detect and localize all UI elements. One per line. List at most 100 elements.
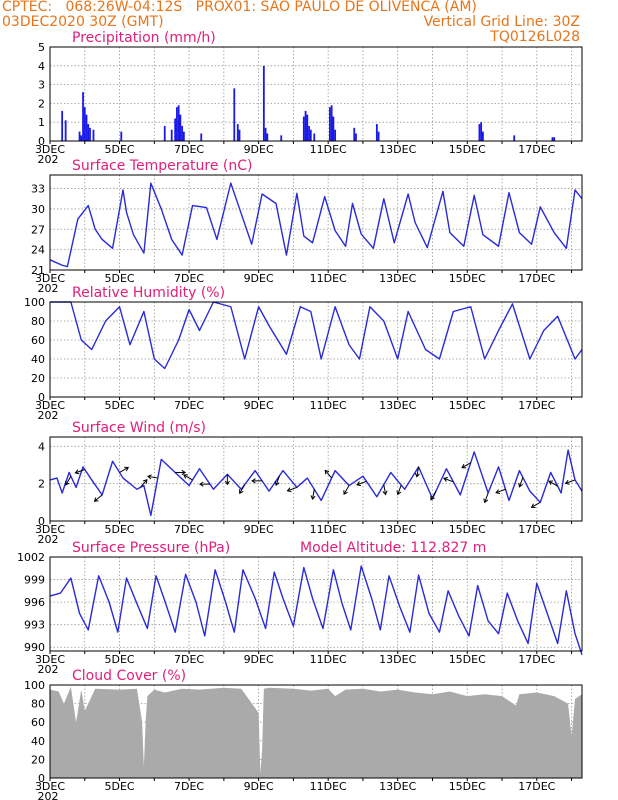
precip-bar <box>480 122 483 141</box>
wind-arrow <box>119 467 129 473</box>
wind-arrow-head <box>396 490 402 496</box>
y-tick-label: 27 <box>31 223 45 236</box>
x-tick-label: 3DEC <box>35 399 65 412</box>
wind-arrow-head <box>530 503 536 509</box>
panel-frame <box>49 301 583 398</box>
panel-4 <box>49 436 583 524</box>
x-tick-label: 7DEC <box>174 653 204 666</box>
wind-arrow <box>140 479 148 488</box>
y-tick-label: 0 <box>38 515 45 528</box>
x-tick-label: 13DEC <box>379 523 416 536</box>
wind-arrow <box>147 475 158 479</box>
wind-arrow-head <box>548 480 554 485</box>
x-tick-label: 3DEC <box>35 780 65 793</box>
wind-arrow-head <box>274 481 280 487</box>
precip-bar <box>87 124 90 141</box>
series-line <box>49 565 583 655</box>
y-tick-label: 60 <box>31 334 45 347</box>
precip-bar <box>200 133 203 141</box>
y-tick-label: 20 <box>31 753 45 766</box>
panel-frame <box>49 684 583 779</box>
x-tick-label: 7DEC <box>174 523 204 536</box>
y-tick-label: 0 <box>38 391 45 404</box>
panel-frame <box>49 46 583 142</box>
x-tick-label: 17DEC <box>518 272 555 285</box>
wind-arrow-head <box>147 474 152 480</box>
panel-1 <box>49 46 583 144</box>
wind-arrow-head <box>483 498 489 504</box>
wind-arrow <box>548 480 558 487</box>
year-stub: 202 <box>38 282 59 295</box>
precip-bar <box>176 107 178 141</box>
header-line-2-left: 03DEC2020 30Z (GMT) <box>2 14 164 30</box>
y-tick-label: 24 <box>31 244 45 257</box>
y-tick-label: 40 <box>31 353 45 366</box>
precip-bar <box>308 125 310 141</box>
y-tick-label: 100 <box>24 296 45 309</box>
wind-arrow-head <box>443 477 448 482</box>
precip-bar <box>85 114 88 141</box>
precip-bar <box>92 129 95 141</box>
precip-bar <box>64 120 67 141</box>
y-tick-label: 4 <box>38 440 45 453</box>
wind-arrow <box>75 469 85 474</box>
wind-arrow-head <box>124 466 130 472</box>
precip-bar <box>179 114 182 141</box>
precip-bar <box>332 116 335 141</box>
y-tick-label: 20 <box>31 372 45 385</box>
wind-arrow-head <box>183 474 188 479</box>
wind-arrow-head <box>199 481 204 487</box>
precip-bar <box>233 88 236 141</box>
wind-arrow <box>65 475 72 486</box>
wind-arrow <box>443 477 454 483</box>
panel-title: Precipitation (mm/h) <box>72 30 216 46</box>
panel-frame <box>49 556 583 652</box>
precip-bar <box>83 107 86 141</box>
panel-title: Surface Temperature (nC) <box>72 158 253 174</box>
y-tick-label: 2 <box>38 478 45 491</box>
series-line <box>49 182 583 268</box>
wind-arrow-head <box>495 489 501 495</box>
precip-bar <box>482 131 484 141</box>
precip-bar <box>375 124 378 141</box>
wind-arrow-head <box>286 487 292 493</box>
panel-title: Surface Pressure (hPa) <box>72 540 230 556</box>
header-line-1: CPTEC: 068:26W-04:12S PROX01: SAO PAULO … <box>2 0 477 15</box>
y-tick-label: 100 <box>24 679 45 692</box>
precip-bar <box>513 135 516 141</box>
x-tick-label: 15DEC <box>449 143 486 156</box>
precip-bar <box>181 125 184 141</box>
cloud-cover-area <box>50 686 582 778</box>
y-tick-label: 4 <box>38 60 45 73</box>
precip-bar <box>174 118 177 141</box>
x-tick-label: 15DEC <box>449 780 486 793</box>
precip-bar <box>266 133 269 141</box>
precip-bar <box>309 129 312 141</box>
x-tick-label: 9DEC <box>244 143 274 156</box>
wind-arrow <box>324 470 333 479</box>
y-tick-label: 0 <box>38 772 45 785</box>
x-tick-label: 3DEC <box>35 653 65 666</box>
precip-bar <box>82 92 84 141</box>
wind-arrow-head <box>518 482 523 488</box>
series-line <box>50 301 583 370</box>
x-tick-label: 3DEC <box>35 272 65 285</box>
y-tick-label: 1002 <box>17 551 45 564</box>
wind-arrow <box>531 501 541 508</box>
wind-arrow <box>312 489 315 500</box>
header-line-2-right: Vertical Grid Line: 30Z <box>423 14 580 30</box>
precip-bar <box>120 131 123 141</box>
wind-arrow <box>287 486 298 492</box>
x-tick-label: 15DEC <box>449 399 486 412</box>
precip-bar <box>177 105 180 141</box>
precip-bar <box>377 131 380 141</box>
x-tick-label: 11DEC <box>310 523 347 536</box>
x-tick-label: 9DEC <box>244 272 274 285</box>
x-tick-label: 7DEC <box>174 272 204 285</box>
wind-arrow-head <box>343 490 348 496</box>
x-tick-label: 17DEC <box>518 143 555 156</box>
precip-bar <box>280 135 283 141</box>
y-tick-label: 80 <box>31 698 45 711</box>
precip-bar <box>264 127 267 141</box>
wind-arrow <box>461 462 471 469</box>
